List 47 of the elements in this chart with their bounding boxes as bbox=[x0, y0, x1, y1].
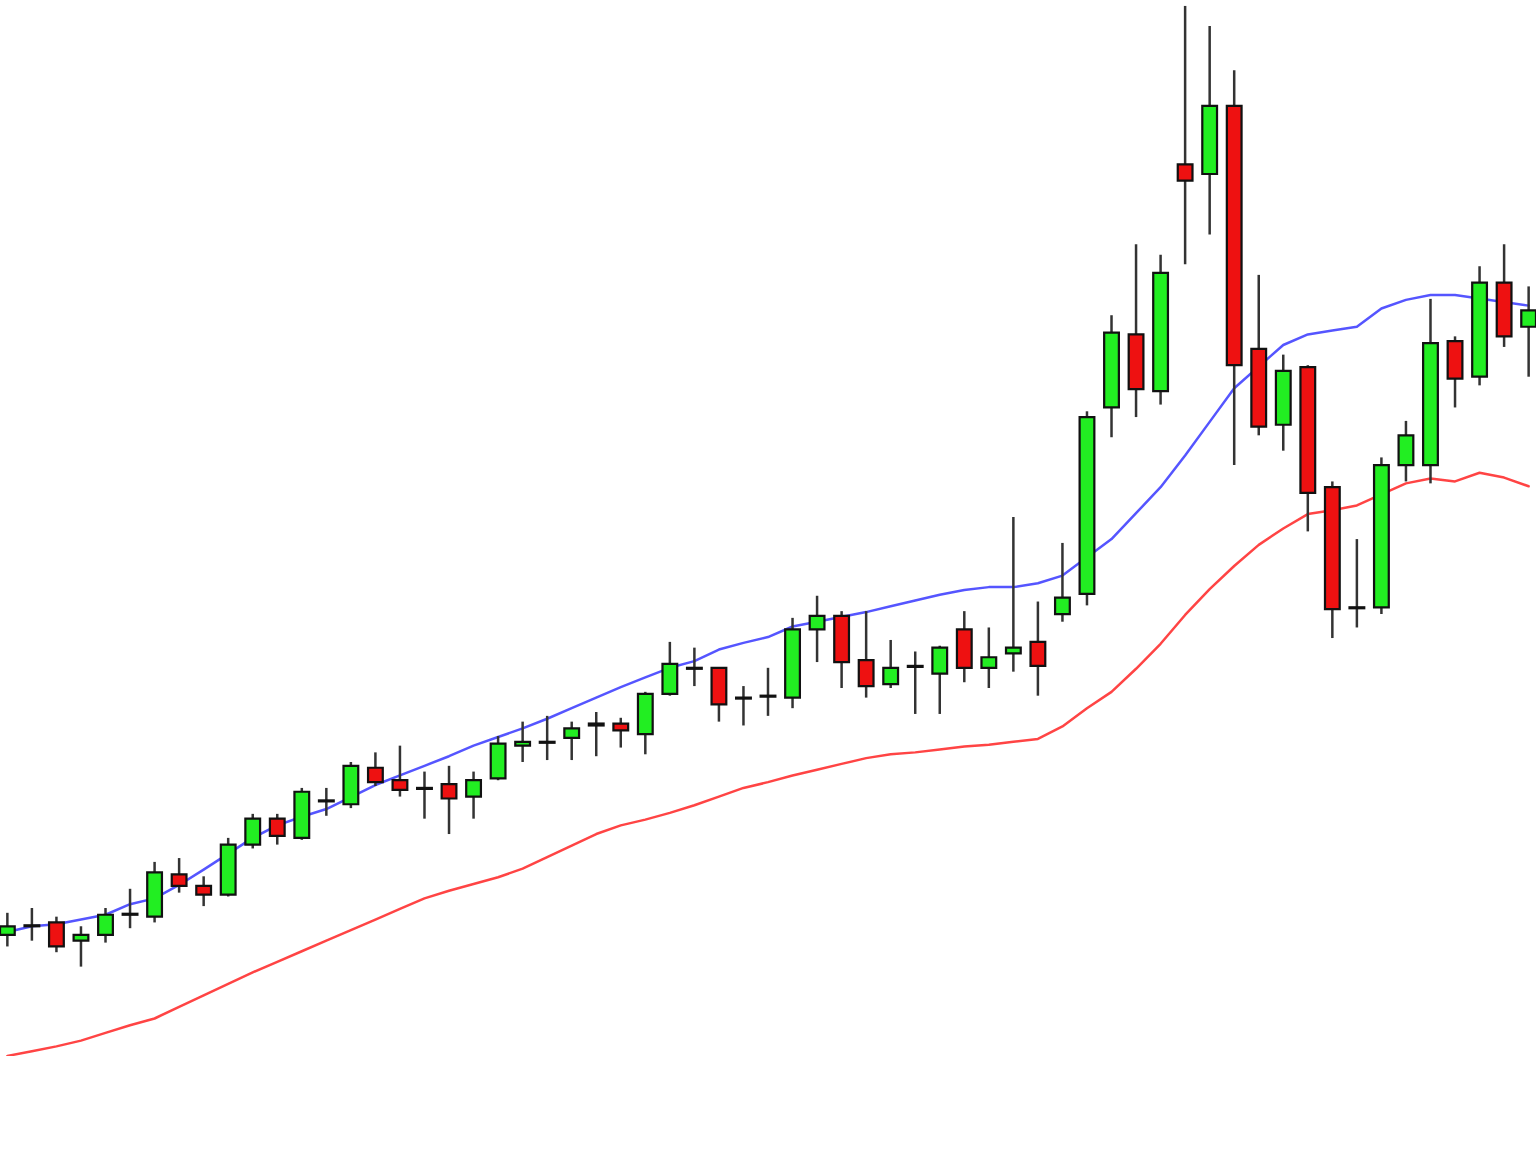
candlestick bbox=[931, 644, 949, 716]
candlestick bbox=[685, 646, 703, 688]
candlestick bbox=[268, 812, 286, 846]
candlestick bbox=[440, 764, 458, 836]
candlestick bbox=[146, 860, 164, 924]
candlestick bbox=[514, 720, 532, 764]
candlestick bbox=[1176, 5, 1194, 266]
candlestick bbox=[538, 714, 556, 762]
candlestick bbox=[416, 770, 433, 820]
candlestick bbox=[121, 887, 139, 930]
candlestick bbox=[170, 856, 188, 894]
candlestick bbox=[710, 666, 728, 723]
candlestick bbox=[833, 609, 851, 690]
candlestick bbox=[980, 626, 998, 690]
candlestick bbox=[47, 915, 65, 954]
candlestick bbox=[244, 812, 262, 850]
candlestick bbox=[759, 666, 777, 718]
candlestick bbox=[1520, 285, 1536, 378]
candlestick bbox=[734, 684, 752, 727]
candlestick bbox=[72, 925, 90, 968]
candlestick bbox=[366, 751, 384, 788]
candlestick bbox=[857, 609, 875, 699]
candlestick bbox=[1446, 335, 1464, 409]
candlestick bbox=[0, 911, 16, 948]
candlestick bbox=[317, 786, 335, 818]
candlestick bbox=[955, 609, 973, 684]
candlestick bbox=[882, 638, 900, 690]
candlestick bbox=[23, 906, 41, 942]
candlestick bbox=[1004, 515, 1022, 673]
candlestick bbox=[465, 770, 483, 820]
candlestick bbox=[97, 906, 114, 944]
candlestick bbox=[587, 710, 605, 758]
candlestick bbox=[1053, 541, 1071, 623]
candlestick bbox=[1397, 419, 1415, 483]
candlestick bbox=[195, 875, 213, 908]
candlestick bbox=[1348, 537, 1366, 629]
candlestick bbox=[563, 720, 581, 762]
candlestick bbox=[612, 716, 630, 749]
candlestick bbox=[342, 760, 360, 810]
candlestick bbox=[489, 734, 507, 782]
candlestick bbox=[1029, 600, 1047, 697]
candlestick bbox=[293, 786, 311, 842]
candlestick bbox=[808, 594, 826, 664]
candlestick bbox=[906, 650, 924, 716]
candlestick bbox=[636, 690, 654, 756]
candlestick bbox=[661, 640, 679, 697]
candlestick bbox=[391, 744, 409, 798]
